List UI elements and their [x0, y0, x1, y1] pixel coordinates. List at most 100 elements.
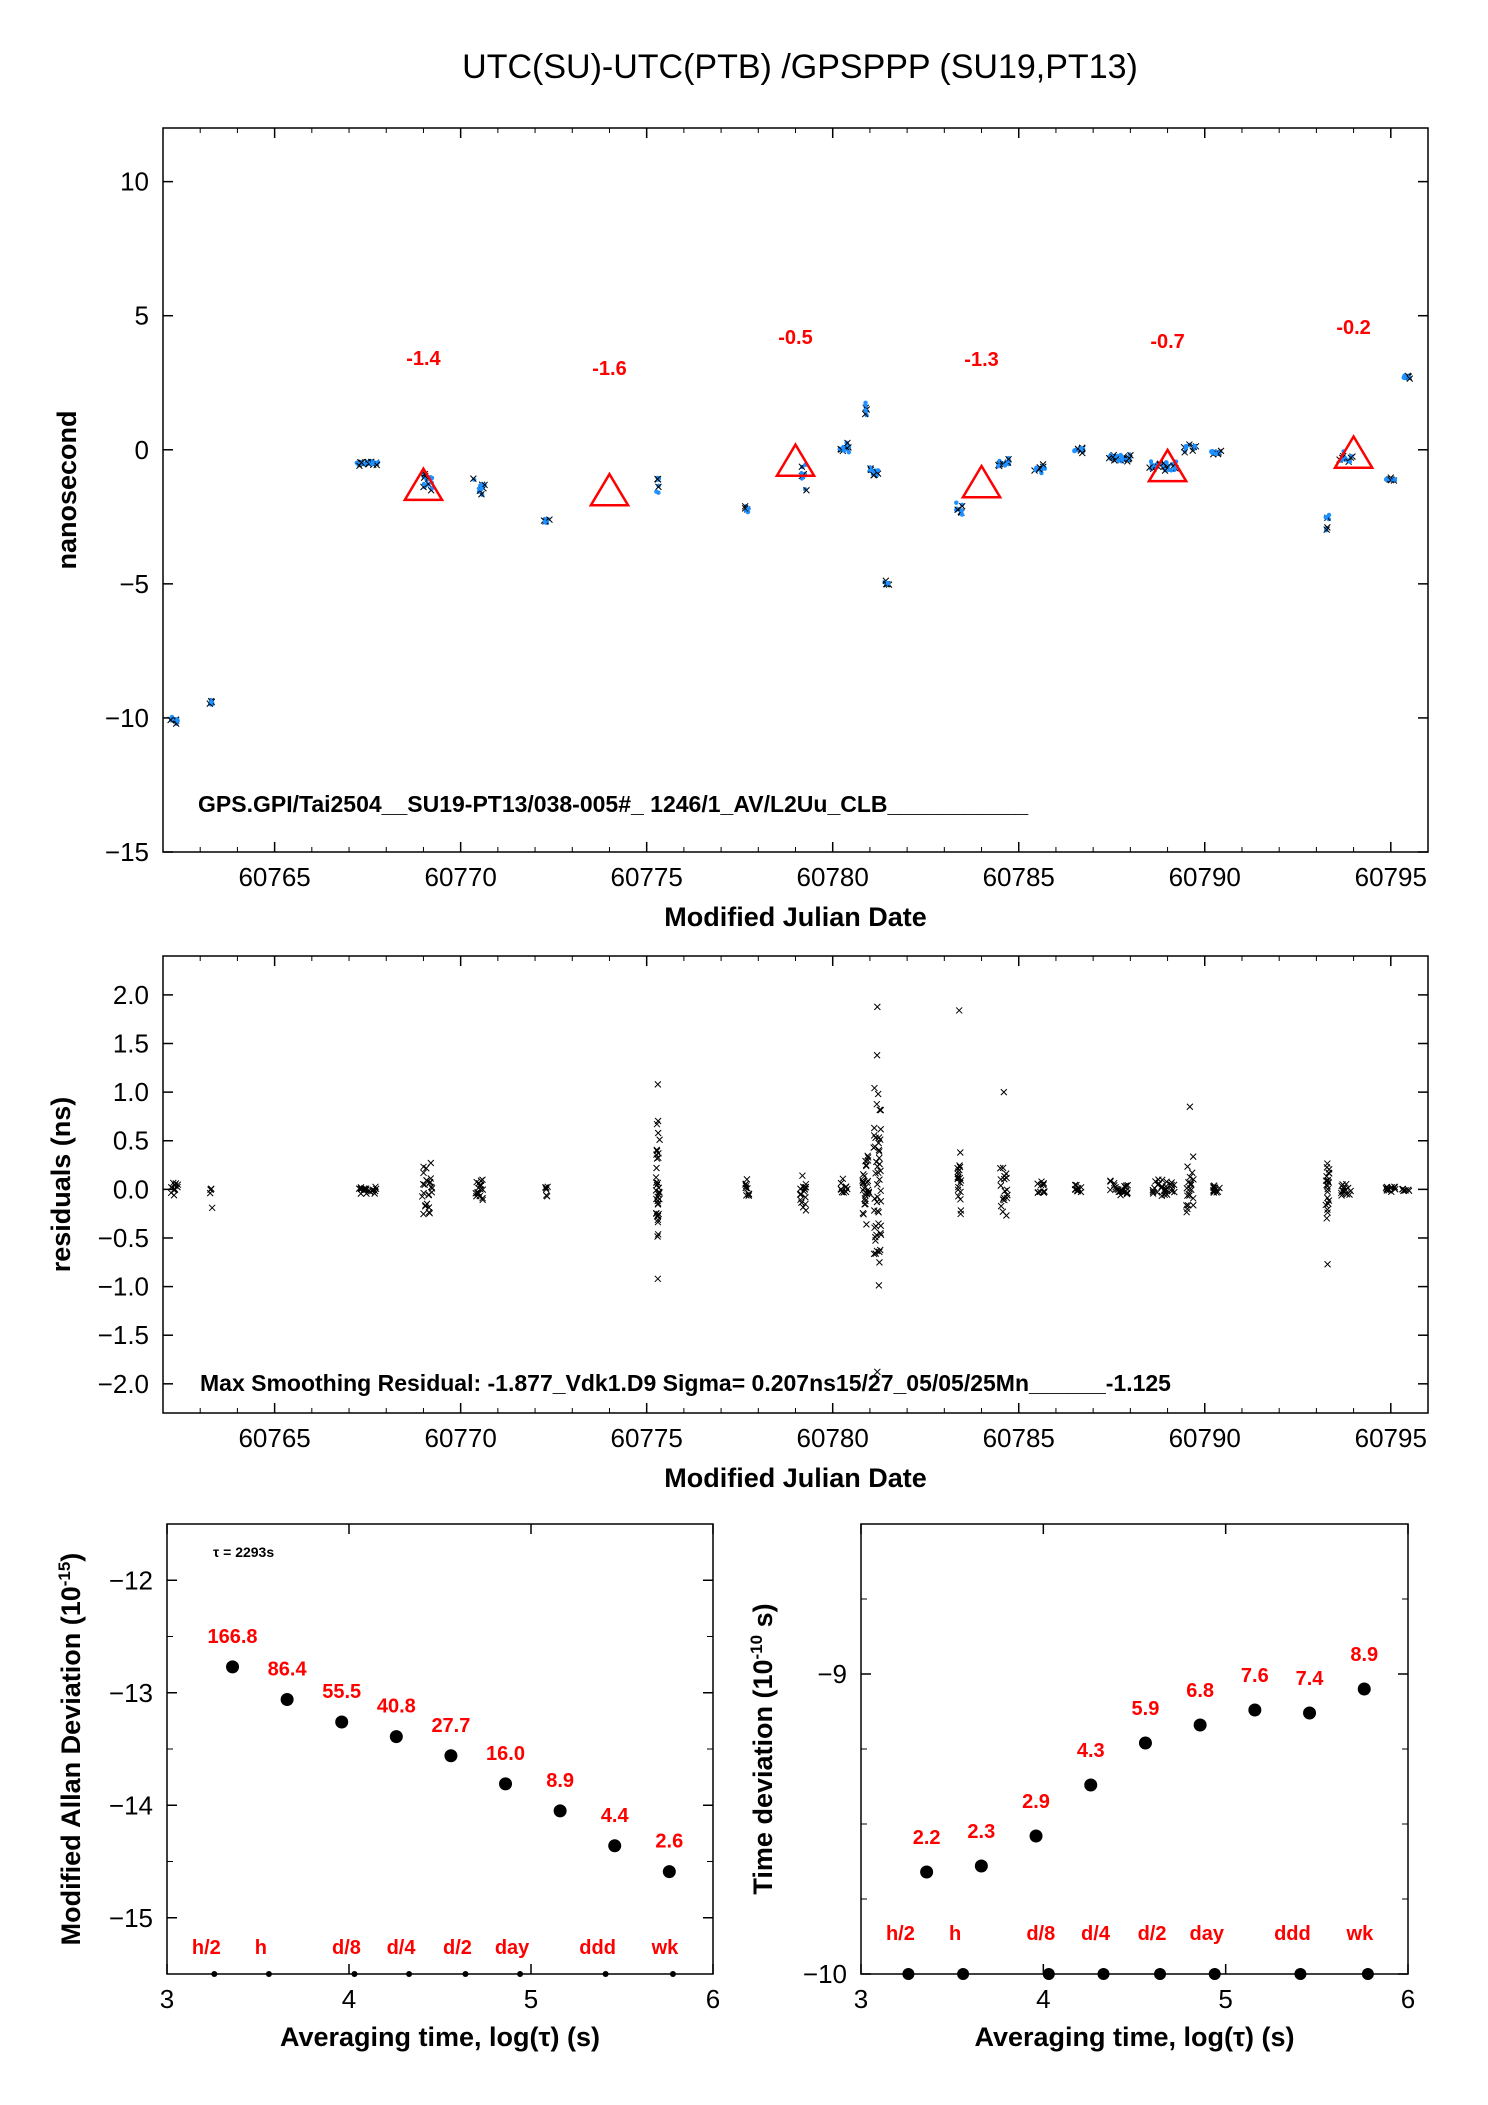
data-point — [1119, 456, 1125, 462]
residual-point — [1400, 1187, 1407, 1195]
y-tick-label: 0.5 — [113, 1126, 149, 1156]
mdev-value-label: 27.7 — [431, 1715, 470, 1737]
residual-point — [955, 1007, 963, 1014]
residual-point — [859, 1178, 867, 1186]
residual-point — [479, 1194, 486, 1202]
residual-point — [745, 1190, 753, 1198]
residual-point — [1000, 1194, 1008, 1201]
y-axis-label-close: ) — [56, 1553, 86, 1562]
data-point — [1323, 515, 1329, 520]
residual-point — [1183, 1184, 1191, 1192]
tau-marker-label: d/4 — [387, 1937, 417, 1959]
residual-point — [1170, 1188, 1178, 1196]
tau-marker-dot — [1097, 1968, 1110, 1980]
residual-point — [653, 1164, 660, 1172]
residual-point — [954, 1170, 962, 1178]
y-tick-label: 1.5 — [113, 1029, 149, 1059]
y-tick-label: 5 — [135, 301, 149, 331]
y-tick-label: 10 — [120, 167, 149, 197]
residual-point — [860, 1184, 868, 1192]
data-point — [1392, 477, 1397, 482]
data-point — [958, 502, 966, 510]
plot-frame — [860, 1523, 1409, 1975]
data-point — [1183, 445, 1188, 450]
data-point — [654, 489, 659, 494]
residual-point — [801, 1186, 809, 1193]
residual-point — [877, 1167, 884, 1175]
residual-point — [872, 1169, 879, 1177]
residual-point — [842, 1183, 850, 1191]
residual-point — [420, 1189, 428, 1197]
y-axis-label: Modified Allan Deviation (10-15) — [55, 1553, 86, 1946]
x-tick-label: 6 — [706, 1984, 720, 2014]
residual-point — [862, 1200, 869, 1208]
residual-point — [655, 1191, 662, 1198]
residual-point — [997, 1202, 1005, 1210]
residual-point — [654, 1275, 662, 1283]
residual-point — [999, 1164, 1007, 1172]
residual-point — [1189, 1153, 1197, 1160]
data-point — [470, 475, 477, 482]
y-tick-label: −1.0 — [98, 1272, 149, 1302]
average-value-label: -1.4 — [406, 348, 441, 370]
tdev-panel: 3 4 5 6 −9 −10 Averaging time, log(τ) (s) Time … — [747, 1523, 1415, 2052]
data-point — [656, 483, 661, 489]
residual-point — [873, 1051, 881, 1059]
x-tick-label: 60765 — [238, 862, 310, 892]
residual-point — [654, 1080, 662, 1088]
data-point — [1192, 444, 1198, 449]
residual-point — [1040, 1188, 1047, 1196]
residual-point — [877, 1229, 884, 1237]
residual-point — [859, 1177, 866, 1184]
data-point — [1039, 460, 1047, 468]
average-triangle-marker — [588, 471, 631, 507]
residual-point — [1190, 1176, 1197, 1183]
tau-marker-label: day — [495, 1937, 530, 1959]
residual-point — [745, 1192, 753, 1200]
residual-point — [1167, 1180, 1174, 1188]
residual-point — [655, 1210, 663, 1218]
tau-marker-label: wk — [651, 1937, 680, 1959]
data-point — [741, 505, 749, 512]
residual-point — [421, 1202, 429, 1210]
tdev-point — [1084, 1778, 1098, 1792]
residual-point — [873, 1003, 881, 1011]
residual-point — [861, 1195, 869, 1202]
tau-marker-dot — [1042, 1968, 1055, 1980]
mdev-point — [553, 1804, 567, 1818]
data-point — [842, 448, 847, 453]
tau-marker-label: wk — [1346, 1923, 1375, 1945]
tau-marker-dot — [1361, 1968, 1374, 1980]
tau-marker-label: d/4 — [1081, 1923, 1111, 1945]
residual-point — [1121, 1182, 1128, 1190]
average-triangle-marker — [774, 442, 817, 478]
residual-point — [208, 1204, 216, 1212]
y-tick-label: −12 — [109, 1565, 153, 1595]
residual-point — [420, 1169, 427, 1177]
x-tick-label: 5 — [1218, 1984, 1232, 2014]
residual-point — [870, 1144, 878, 1151]
residual-point — [652, 1174, 660, 1181]
residual-point — [1189, 1201, 1197, 1209]
tdev-value-label: 2.3 — [967, 1821, 995, 1843]
tdev-value-label: 6.8 — [1186, 1680, 1214, 1702]
tau-marker-label: day — [1189, 1923, 1224, 1945]
residual-point — [1106, 1186, 1114, 1194]
mdev-value-label: 4.4 — [601, 1805, 630, 1827]
y-tick-label: 1.0 — [113, 1077, 149, 1107]
tau-marker-dot — [669, 1971, 676, 1977]
tau-marker-dot — [602, 1971, 609, 1977]
mdev-point — [226, 1660, 240, 1674]
data-point — [799, 471, 804, 476]
residual-point — [997, 1176, 1005, 1183]
data-point — [1146, 464, 1153, 471]
tdev-value-label: 5.9 — [1132, 1698, 1160, 1720]
data-point — [1125, 454, 1133, 462]
tau-marker-dot — [1208, 1968, 1221, 1980]
residual-point — [863, 1221, 870, 1228]
x-tick-label: 60775 — [611, 862, 683, 892]
residual-point — [876, 1259, 883, 1266]
residual-point — [876, 1176, 883, 1183]
data-point — [1034, 465, 1039, 470]
